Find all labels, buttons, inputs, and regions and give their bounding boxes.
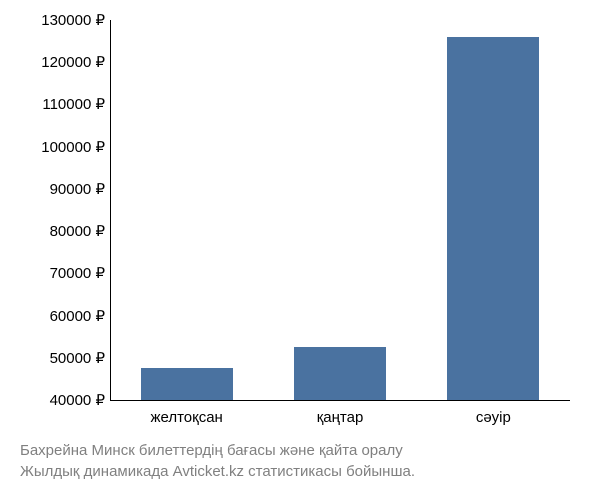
- y-tick-label: 130000 ₽: [0, 11, 105, 29]
- chart-container: 40000 ₽ 50000 ₽ 60000 ₽ 70000 ₽ 80000 ₽ 90000…: [0, 0, 600, 500]
- x-axis-line: [110, 400, 570, 401]
- y-axis: 40000 ₽50000 ₽60000 ₽70000 ₽80000 ₽90000…: [0, 20, 105, 400]
- y-tick-label: 60000 ₽: [0, 307, 105, 325]
- caption-line-1: Бахрейна Минск билеттердің бағасы және қ…: [20, 440, 580, 461]
- y-tick-label: 70000 ₽: [0, 264, 105, 282]
- y-tick-label: 110000 ₽: [0, 95, 105, 113]
- bar: [294, 347, 386, 400]
- bars-group: [110, 20, 570, 400]
- chart-caption: Бахрейна Минск билеттердің бағасы және қ…: [20, 440, 580, 482]
- y-tick-label: 120000 ₽: [0, 53, 105, 71]
- caption-line-2: Жылдық динамикада Avticket.kz статистика…: [20, 461, 580, 482]
- y-tick-label: 100000 ₽: [0, 138, 105, 156]
- y-tick-label: 80000 ₽: [0, 222, 105, 240]
- x-tick-label: желтоқсан: [150, 409, 222, 426]
- y-tick-label: 40000 ₽: [0, 391, 105, 409]
- plot-area: [110, 20, 570, 400]
- y-tick-label: 50000 ₽: [0, 349, 105, 367]
- x-tick-label: қаңтар: [317, 409, 364, 426]
- x-tick-label: сәуір: [476, 409, 511, 426]
- bar: [447, 37, 539, 400]
- bar: [141, 368, 233, 400]
- y-tick-label: 90000 ₽: [0, 180, 105, 198]
- x-axis-labels: желтоқсан қаңтар сәуір: [110, 405, 570, 435]
